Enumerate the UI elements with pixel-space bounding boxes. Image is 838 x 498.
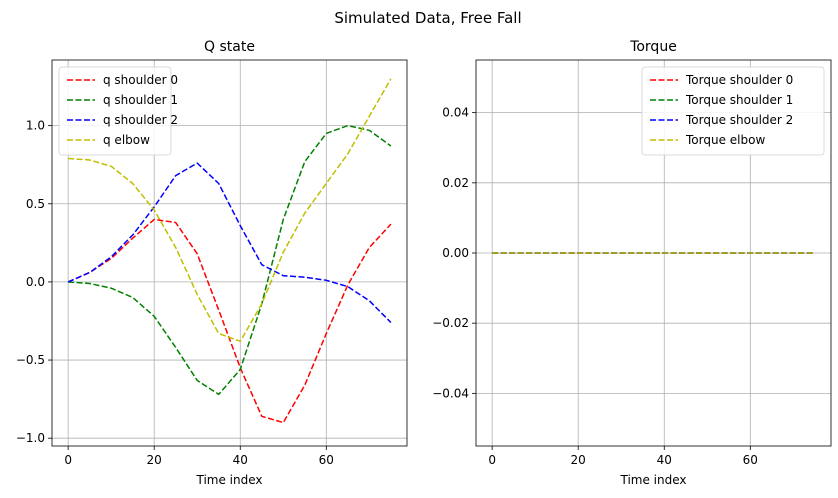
- y-tick-label: 0.04: [442, 106, 469, 120]
- x-tick-label: 0: [64, 453, 72, 467]
- series-line-1: [67, 218, 392, 424]
- y-tick-label: 0.00: [442, 246, 469, 260]
- figure-title: Simulated Data, Free Fall: [334, 9, 521, 27]
- legend-label: Torque shoulder 1: [685, 93, 793, 107]
- x-axis-label: Time index: [619, 473, 686, 487]
- x-tick-label: 40: [657, 453, 672, 467]
- x-tick-label: 40: [233, 453, 248, 467]
- y-tick-label: −0.5: [16, 353, 45, 367]
- legend-label: q elbow: [103, 133, 150, 147]
- y-tick-label: 1.0: [26, 119, 45, 133]
- legend: q shoulder 0 q shoulder 1 q shoulder 2 q el…: [58, 66, 178, 156]
- legend-label: Torque elbow: [685, 133, 765, 147]
- series-line-2: [68, 124, 392, 396]
- legend-label: q shoulder 1: [103, 93, 178, 107]
- legend-label: q shoulder 2: [103, 113, 178, 127]
- x-tick-label: 60: [743, 453, 758, 467]
- legend-box: [58, 66, 172, 156]
- x-axis-label: Time index: [195, 473, 262, 487]
- series-line-3: [67, 162, 392, 324]
- y-tick-label: −0.02: [432, 316, 469, 330]
- y-tick-label: −1.0: [16, 431, 45, 445]
- chart-title: Torque: [629, 39, 677, 55]
- y-tick-label: −0.04: [432, 386, 469, 400]
- y-tick-label: 0.02: [442, 176, 469, 190]
- x-tick-label: 20: [571, 453, 586, 467]
- chart-1: 0 20 40 60 −1.0 −0.5 0.0 0.5 1.0 Q state Time inde…: [16, 39, 408, 487]
- series-line-4: [68, 78, 392, 343]
- y-tick-label: 0.5: [26, 197, 45, 211]
- plot-frame: [51, 59, 408, 447]
- y-tick-label: 0.0: [26, 275, 45, 289]
- legend-label: q shoulder 0: [103, 73, 178, 87]
- legend: Torque shoulder 0 Torque shoulder 1 Torque…: [641, 66, 825, 156]
- x-tick-label: 60: [319, 453, 334, 467]
- legend-label: Torque shoulder 0: [685, 73, 793, 87]
- legend-label: Torque shoulder 2: [685, 113, 793, 127]
- x-tick-label: 20: [147, 453, 162, 467]
- legend-box: [641, 66, 825, 156]
- x-tick-label: 0: [488, 453, 496, 467]
- chart-title: Q state: [204, 39, 255, 55]
- chart-2: 0 20 40 60 −0.04 −0.02 0.00 0.02 0.04 Torque Time …: [432, 39, 832, 487]
